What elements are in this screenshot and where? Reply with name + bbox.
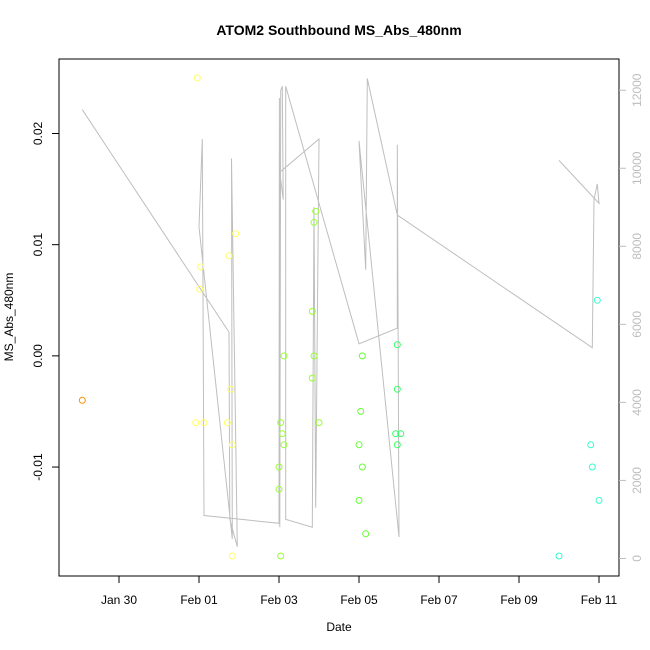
data-point (315, 419, 323, 427)
data-point (355, 496, 363, 504)
x-tick-label: Jan 30 (101, 593, 137, 607)
data-point (225, 252, 233, 260)
data-point (232, 230, 240, 238)
x-tick-label: Feb 05 (340, 593, 378, 607)
y-tick-label: 0.02 (31, 121, 45, 145)
data-point (277, 552, 285, 560)
x-tick-label: Feb 09 (500, 593, 538, 607)
data-point (355, 441, 363, 449)
data-point (392, 430, 400, 438)
plot-frame (58, 58, 620, 577)
x-tick-label: Feb 03 (260, 593, 298, 607)
data-point (358, 352, 366, 360)
y2-tick-label: 0 (630, 555, 644, 562)
points-layer (78, 74, 603, 560)
data-point (357, 407, 365, 415)
data-point (310, 352, 318, 360)
data-point (393, 341, 401, 349)
data-point (397, 430, 405, 438)
y2-tick-label: 6000 (630, 311, 644, 338)
data-point (227, 385, 235, 393)
data-point (192, 419, 200, 427)
y-axis-title: MS_Abs_480nm (2, 273, 16, 362)
y2-tick-label: 2000 (630, 467, 644, 494)
data-point (280, 441, 288, 449)
y-tick-label: -0.01 (31, 453, 45, 481)
x-tick-label: Feb 01 (180, 593, 218, 607)
data-point (223, 419, 231, 427)
data-point (228, 552, 236, 560)
data-point (78, 396, 86, 404)
y-tick-label: 0.01 (31, 233, 45, 257)
data-point (312, 207, 320, 215)
x-axis: Jan 30 Feb 01 Feb 03 Feb 05 Feb 07 Feb 09 Feb … (101, 576, 618, 607)
data-point (277, 419, 285, 427)
data-point (193, 74, 201, 82)
series-line (81, 78, 600, 547)
data-point (278, 430, 286, 438)
data-point (555, 552, 563, 560)
data-point (393, 441, 401, 449)
data-point (308, 374, 316, 382)
chart-title: ATOM2 Southbound MS_Abs_480nm (216, 22, 461, 38)
x-tick-label: Feb 07 (420, 593, 458, 607)
secondary-line-layer (81, 78, 600, 547)
data-point (587, 441, 595, 449)
y-axis-left: -0.01 0.00 0.01 0.02 (31, 121, 59, 481)
data-point (310, 218, 318, 226)
data-point (362, 530, 370, 538)
data-point (200, 419, 208, 427)
data-point (358, 463, 366, 471)
y2-tick-label: 10000 (630, 151, 644, 185)
y2-tick-label: 8000 (630, 233, 644, 260)
y2-tick-label: 4000 (630, 389, 644, 416)
data-point (275, 485, 283, 493)
data-point (196, 285, 204, 293)
y-axis-right: 0 2000 4000 6000 8000 10000 12000 (619, 73, 644, 562)
y2-tick-label: 12000 (630, 73, 644, 107)
data-point (595, 496, 603, 504)
data-point (228, 441, 236, 449)
data-point (593, 296, 601, 304)
x-tick-label: Feb 11 (581, 593, 618, 607)
x-axis-title: Date (326, 620, 352, 634)
data-point (588, 463, 596, 471)
data-point (197, 263, 205, 271)
data-point (393, 385, 401, 393)
data-point (308, 307, 316, 315)
y-tick-label: 0.00 (31, 344, 45, 368)
data-point (275, 463, 283, 471)
data-point (280, 352, 288, 360)
